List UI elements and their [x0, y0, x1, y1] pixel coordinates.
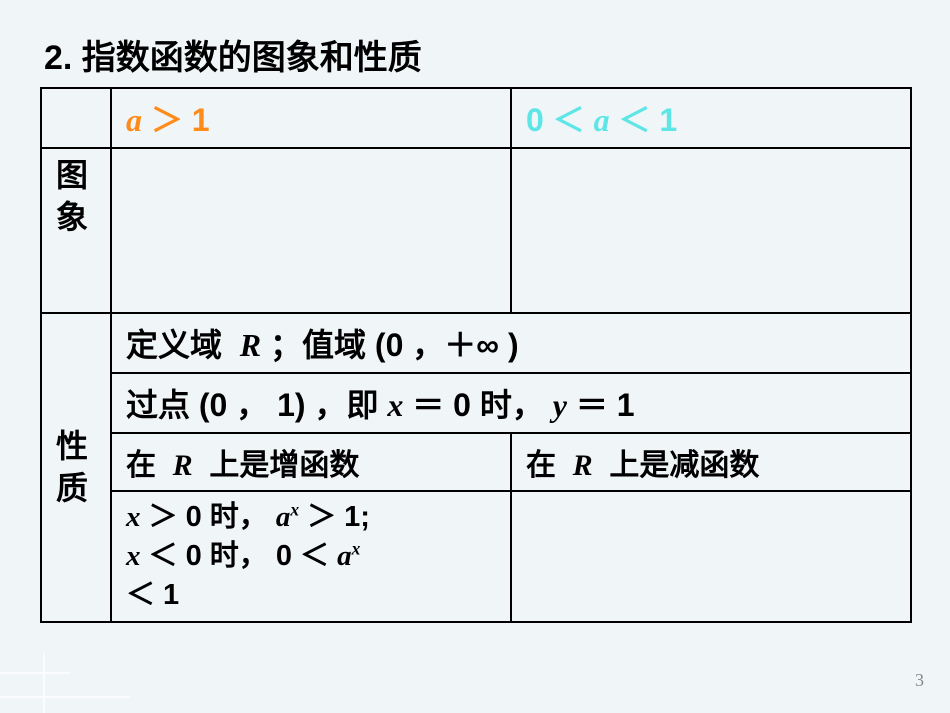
prop-mono-dec-text: 在 R 上是减函数 — [526, 449, 759, 482]
prop-domain-range: 定义域 R ；值域 (0 ，＋∞ ) — [111, 313, 911, 373]
prop-fixed-point: 过点 (0 ， 1) ，即 x ＝ 0 时， y ＝ 1 — [111, 373, 911, 433]
graph-cell-gt1 — [111, 148, 511, 313]
hdr-lt2: ＜ — [618, 102, 650, 138]
header-empty-cell — [41, 88, 111, 148]
prop-point-text: 过点 (0 ， 1) ，即 x ＝ 0 时， y ＝ 1 — [126, 387, 635, 423]
prop-inequality-lt1 — [511, 491, 911, 622]
prop-monotone-inc: 在 R 上是增函数 — [111, 433, 511, 491]
prop-ineq-line2: x ＜ 0 时， 0 ＜ ax — [126, 540, 360, 572]
hdr-1b: 1 — [659, 102, 677, 138]
header-a-gt-1: a ＞ 1 — [111, 88, 511, 148]
heading: 2. 指数函数的图象和性质 — [44, 30, 910, 79]
hdr-a: a — [126, 102, 142, 138]
prop-domain-text: 定义域 R ；值域 (0 ，＋∞ ) — [126, 327, 519, 363]
header-0-lt-a-lt-1: 0 ＜ a ＜ 1 — [511, 88, 911, 148]
hdr-a2: a — [594, 102, 610, 138]
properties-table: a ＞ 1 0 ＜ a ＜ 1 图象 性质 定义域 R ；值域 (0 ，＋∞ ) — [40, 87, 912, 623]
hdr-0: 0 — [526, 102, 544, 138]
hdr-gt: ＞ — [151, 102, 183, 138]
hdr-1: 1 — [192, 102, 210, 138]
hdr-lt1: ＜ — [553, 102, 585, 138]
graph-cell-lt1 — [511, 148, 911, 313]
corner-decoration — [0, 653, 150, 713]
prop-monotone-dec: 在 R 上是减函数 — [511, 433, 911, 491]
prop-mono-inc-text: 在 R 上是增函数 — [126, 449, 359, 482]
slide-content: 2. 指数函数的图象和性质 a ＞ 1 0 ＜ a ＜ 1 图象 — [0, 0, 950, 623]
page-number: 3 — [915, 670, 924, 691]
prop-ineq-line3: ＜ 1 — [126, 579, 179, 611]
prop-ineq-line1: x ＞ 0 时， ax ＞ 1; — [126, 501, 370, 533]
prop-inequality-gt1: x ＞ 0 时， ax ＞ 1; x ＜ 0 时， 0 ＜ ax ＜ 1 — [111, 491, 511, 622]
row-label-graph: 图象 — [41, 148, 111, 313]
row-label-properties: 性质 — [41, 313, 111, 622]
